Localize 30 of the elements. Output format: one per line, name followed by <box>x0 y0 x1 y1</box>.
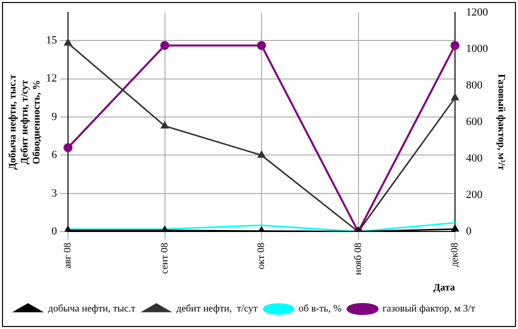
y-tick-label: 0 <box>52 226 58 238</box>
legend-label: дебит нефти, т/сут <box>176 304 258 315</box>
y2-tick-label: 1200 <box>466 6 488 18</box>
y2-axis-title: Газовый фактор, м³/т <box>495 74 506 170</box>
legend-label: добыча нефти, тыс.т <box>48 304 136 315</box>
y2-tick-label: 1000 <box>466 43 488 55</box>
x-tick-label: авг 08 <box>62 242 74 268</box>
y-tick-label: 12 <box>46 72 57 85</box>
y2-tick-label: 600 <box>466 116 483 128</box>
y2-tick-label: 200 <box>466 189 483 202</box>
legend-label: об в-ть, % <box>298 304 342 315</box>
x-tick-label: нояб 08 <box>352 242 364 276</box>
y-tick-label: 6 <box>52 149 58 162</box>
legend-label: газовый фактор, м 3/т <box>382 304 476 315</box>
point <box>258 150 266 158</box>
y-axis-title: Добыча нефти, тыс.т Дебит нефти, т/сут Обводненность, % <box>8 74 43 170</box>
y-tick-label: 9 <box>52 110 58 123</box>
point <box>64 38 72 46</box>
y2-tick-label: 400 <box>466 152 483 165</box>
point <box>451 94 459 100</box>
y2-tick-label: 800 <box>466 80 483 92</box>
x-tick-label: дек08 <box>450 242 461 268</box>
x-tick-label: окт 08 <box>256 242 268 270</box>
y2-tick-label: 0 <box>466 226 472 238</box>
y-tick-label: 3 <box>52 187 58 200</box>
point <box>160 122 169 128</box>
point <box>451 224 459 232</box>
y-tick-label: 15 <box>46 34 58 47</box>
x-tick-label: сент 08 <box>159 242 170 274</box>
x-axis-title: Дата <box>433 282 455 294</box>
